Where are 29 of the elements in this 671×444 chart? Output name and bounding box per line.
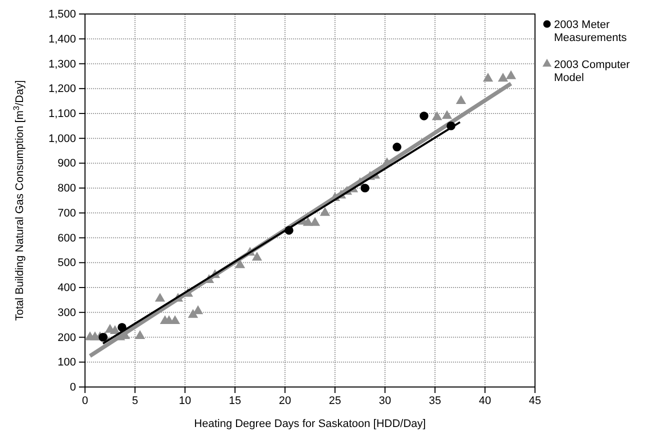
y-tick-label: 1,200 xyxy=(48,83,76,96)
y-tick-label: 800 xyxy=(58,182,76,195)
legend-label: 2003 Meter Measurements xyxy=(554,19,628,44)
x-tick-label: 45 xyxy=(528,394,542,407)
legend-label: 2003 Computer Model xyxy=(554,59,630,84)
y-tick-label: 900 xyxy=(58,158,76,170)
x-axis-title: Heating Degree Days for Saskatoon [HDD/Day] xyxy=(194,418,426,430)
y-tick-label: 300 xyxy=(58,306,76,319)
y-tick-label: 200 xyxy=(58,332,76,344)
y-tick-label: 1,400 xyxy=(48,33,76,46)
x-tick-label: 25 xyxy=(328,394,342,407)
y-tick-label: 1,000 xyxy=(48,132,76,145)
y-tick-label: 700 xyxy=(58,207,76,220)
x-tick-label: 0 xyxy=(82,394,88,407)
y-tick-label: 1,500 xyxy=(48,8,76,21)
x-tick-label: 40 xyxy=(478,394,492,407)
y-tick-label: 600 xyxy=(58,232,76,244)
x-tick-label: 20 xyxy=(278,394,292,407)
x-tick-label: 5 xyxy=(132,394,138,407)
x-tick-label: 15 xyxy=(228,394,242,407)
y-tick-label: 400 xyxy=(58,282,76,294)
y-tick-label: 100 xyxy=(58,356,76,369)
x-tick-label: 10 xyxy=(178,394,192,407)
x-tick-label: 30 xyxy=(378,394,392,407)
y-tick-label: 500 xyxy=(58,257,76,270)
y-tick-label: 1,300 xyxy=(48,58,76,70)
y-tick-label: 1,100 xyxy=(48,108,76,120)
x-tick-label: 35 xyxy=(428,394,442,407)
y-tick-label: 0 xyxy=(70,382,76,394)
